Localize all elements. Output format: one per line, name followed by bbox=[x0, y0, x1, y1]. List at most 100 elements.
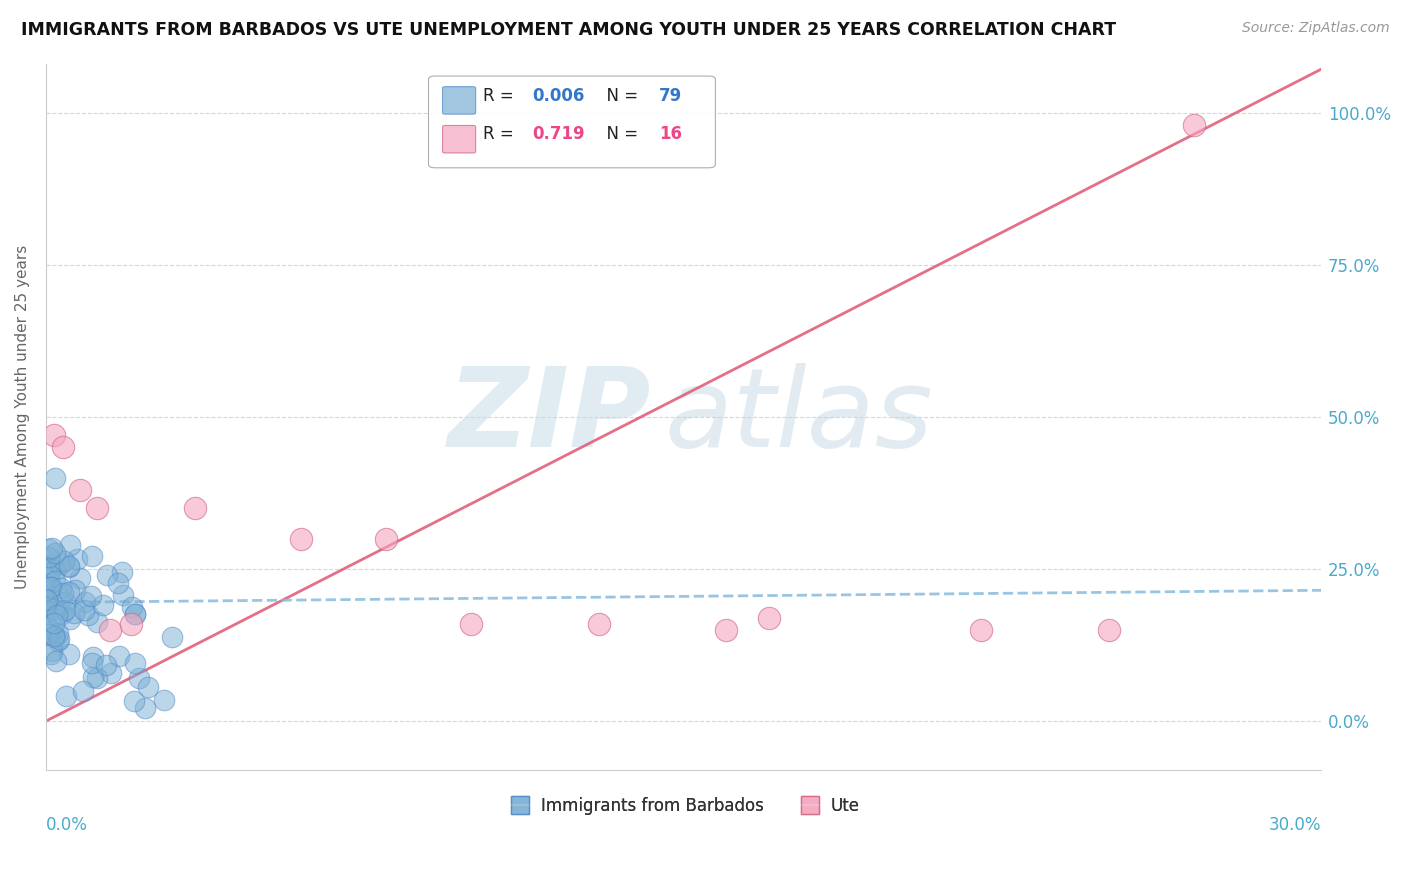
Point bbox=[72, 683, 94, 698]
Point bbox=[588, 616, 610, 631]
Point bbox=[35, 604, 58, 618]
Point bbox=[134, 701, 156, 715]
Point bbox=[38, 550, 60, 565]
Point bbox=[58, 559, 80, 574]
Point bbox=[53, 603, 76, 617]
Point bbox=[108, 648, 131, 663]
Point bbox=[46, 633, 69, 648]
Text: 0.0%: 0.0% bbox=[46, 815, 87, 834]
Point bbox=[37, 593, 59, 607]
Point bbox=[38, 580, 60, 594]
Point bbox=[51, 607, 73, 621]
Point bbox=[44, 563, 66, 577]
Point bbox=[111, 566, 134, 580]
Text: ZIP: ZIP bbox=[449, 363, 651, 470]
Point bbox=[46, 626, 69, 640]
Point bbox=[39, 562, 62, 576]
Point bbox=[758, 610, 780, 624]
Point bbox=[59, 612, 82, 626]
FancyBboxPatch shape bbox=[443, 87, 475, 114]
Point bbox=[73, 603, 96, 617]
Point bbox=[49, 581, 72, 595]
Y-axis label: Unemployment Among Youth under 25 years: Unemployment Among Youth under 25 years bbox=[15, 244, 30, 589]
Point bbox=[49, 557, 72, 571]
Point bbox=[41, 644, 63, 658]
Point bbox=[52, 440, 75, 454]
Point bbox=[69, 571, 91, 585]
Text: 79: 79 bbox=[659, 87, 682, 104]
Point bbox=[35, 599, 58, 613]
Text: N =: N = bbox=[596, 126, 643, 144]
Point bbox=[39, 647, 62, 661]
Point bbox=[46, 608, 69, 623]
Point bbox=[44, 546, 66, 560]
Point bbox=[80, 549, 103, 564]
Point bbox=[44, 616, 66, 631]
Point bbox=[75, 594, 97, 608]
Text: IMMIGRANTS FROM BARBADOS VS UTE UNEMPLOYMENT AMONG YOUTH UNDER 25 YEARS CORRELAT: IMMIGRANTS FROM BARBADOS VS UTE UNEMPLOY… bbox=[21, 21, 1116, 38]
Point bbox=[184, 501, 207, 516]
Point bbox=[375, 532, 398, 546]
Point bbox=[37, 591, 59, 606]
FancyBboxPatch shape bbox=[429, 76, 716, 168]
Point bbox=[82, 670, 104, 684]
Point bbox=[124, 694, 146, 708]
Point bbox=[41, 541, 63, 556]
Point bbox=[58, 560, 80, 574]
Text: Source: ZipAtlas.com: Source: ZipAtlas.com bbox=[1241, 21, 1389, 35]
Text: atlas: atlas bbox=[665, 363, 934, 470]
Point bbox=[714, 623, 737, 637]
Point bbox=[86, 615, 108, 630]
Point bbox=[136, 681, 159, 695]
Text: 30.0%: 30.0% bbox=[1268, 815, 1322, 834]
Point bbox=[39, 580, 62, 594]
Point bbox=[42, 601, 65, 615]
Point bbox=[44, 574, 66, 588]
FancyBboxPatch shape bbox=[443, 126, 475, 153]
Point bbox=[39, 559, 62, 574]
Point bbox=[120, 616, 142, 631]
Point bbox=[37, 627, 59, 641]
Point bbox=[1097, 623, 1119, 637]
Point bbox=[128, 671, 150, 685]
Point bbox=[52, 586, 75, 600]
Point bbox=[58, 584, 80, 599]
Point bbox=[100, 666, 122, 681]
Text: R =: R = bbox=[484, 87, 519, 104]
Point bbox=[93, 599, 115, 613]
Point bbox=[290, 532, 312, 546]
Point bbox=[45, 653, 67, 667]
Point bbox=[44, 428, 66, 442]
Text: 16: 16 bbox=[659, 126, 682, 144]
Point bbox=[111, 587, 134, 601]
Point bbox=[82, 656, 104, 670]
Point bbox=[152, 693, 174, 707]
Point bbox=[124, 607, 146, 621]
Point bbox=[41, 625, 63, 640]
Point bbox=[39, 582, 62, 596]
Point bbox=[44, 471, 66, 485]
Point bbox=[53, 554, 76, 568]
Point bbox=[98, 623, 121, 637]
Text: R =: R = bbox=[484, 126, 519, 144]
Point bbox=[96, 658, 118, 673]
Legend: Immigrants from Barbados, Ute: Immigrants from Barbados, Ute bbox=[501, 790, 866, 822]
Text: N =: N = bbox=[596, 87, 643, 104]
Point bbox=[69, 483, 91, 497]
Point bbox=[62, 606, 84, 620]
Point bbox=[37, 599, 59, 614]
Point bbox=[48, 632, 70, 646]
Point bbox=[53, 595, 76, 609]
Point bbox=[1182, 118, 1205, 132]
Point bbox=[39, 565, 62, 579]
Point bbox=[44, 630, 66, 644]
Point bbox=[121, 600, 143, 615]
Point bbox=[66, 552, 89, 566]
Point bbox=[160, 630, 183, 644]
Point bbox=[96, 567, 118, 582]
Point bbox=[86, 672, 108, 686]
Point bbox=[124, 657, 146, 671]
Point bbox=[460, 616, 482, 631]
Point bbox=[65, 582, 87, 597]
Point bbox=[58, 648, 80, 662]
